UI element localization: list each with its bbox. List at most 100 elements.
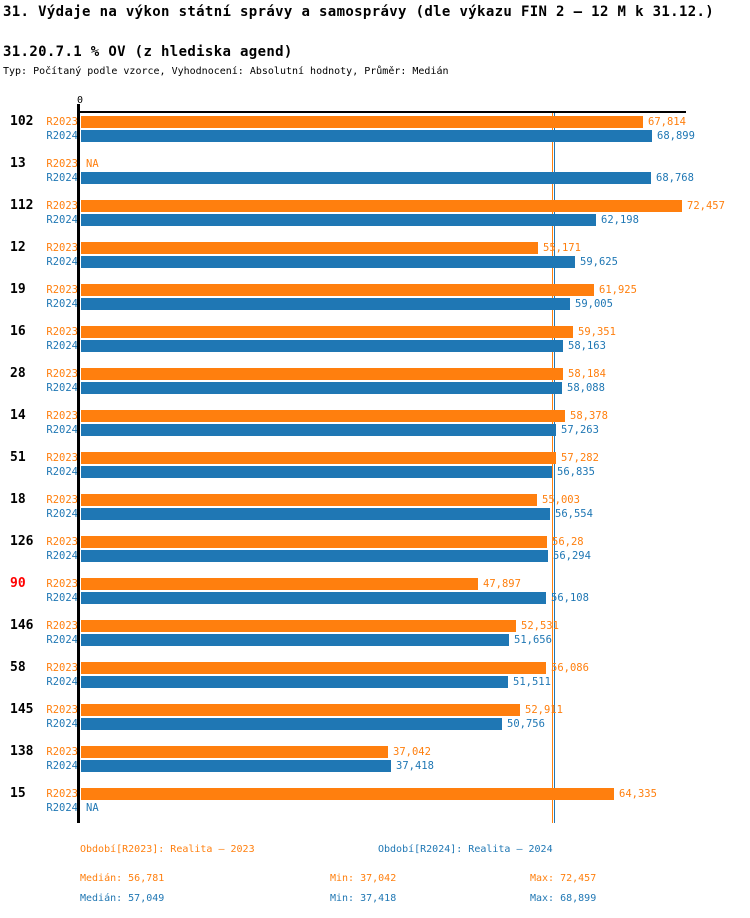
series-label-r2024: R2024 <box>46 298 78 310</box>
series-label-r2023: R2023 <box>46 158 78 170</box>
category-label: 102 <box>10 114 34 129</box>
series-label-r2024: R2024 <box>46 130 78 142</box>
bar-r2024 <box>81 130 652 142</box>
value-label-r2024: 56,108 <box>551 592 589 604</box>
value-label-r2024: 57,263 <box>561 424 599 436</box>
value-label-r2024: 62,198 <box>601 214 639 226</box>
series-label-r2023: R2023 <box>46 452 78 464</box>
series-label-r2023: R2023 <box>46 368 78 380</box>
bar-r2024 <box>81 424 556 436</box>
series-label-r2023: R2023 <box>46 578 78 590</box>
value-label-r2024: 37,418 <box>396 760 434 772</box>
series-label-r2023: R2023 <box>46 746 78 758</box>
series-label-r2024: R2024 <box>46 550 78 562</box>
legend-r2024: Období[R2024]: Realita – 2024 <box>378 844 553 855</box>
series-label-r2023: R2023 <box>46 410 78 422</box>
stat-max-r2023: Max: 72,457 <box>530 873 597 884</box>
value-label-r2023: 56,086 <box>551 662 589 674</box>
bar-r2024 <box>81 676 508 688</box>
bar-r2023 <box>81 410 565 422</box>
bar-r2024 <box>81 634 509 646</box>
bar-r2023 <box>81 704 520 716</box>
value-label-r2024: 51,511 <box>513 676 551 688</box>
series-label-r2023: R2023 <box>46 620 78 632</box>
category-label: 13 <box>10 156 26 171</box>
value-label-r2023: 58,378 <box>570 410 608 422</box>
category-label: 138 <box>10 744 34 759</box>
category-label: 18 <box>10 492 26 507</box>
series-label-r2024: R2024 <box>46 172 78 184</box>
series-label-r2024: R2024 <box>46 676 78 688</box>
value-label-r2023: 64,335 <box>619 788 657 800</box>
series-label-r2023: R2023 <box>46 662 78 674</box>
bar-r2024 <box>81 172 651 184</box>
value-label-r2023: 59,351 <box>578 326 616 338</box>
bar-r2024 <box>81 340 563 352</box>
bar-r2023 <box>81 620 516 632</box>
bar-r2024 <box>81 550 548 562</box>
value-na-r2024: NA <box>86 802 99 814</box>
value-label-r2024: 68,768 <box>656 172 694 184</box>
stat-min-r2023: Min: 37,042 <box>330 873 397 884</box>
report-meta-line: Typ: Počítaný podle vzorce, Vyhodnocení:… <box>3 66 449 77</box>
value-label-r2024: 51,656 <box>514 634 552 646</box>
series-label-r2024: R2024 <box>46 592 78 604</box>
category-label: 15 <box>10 786 26 801</box>
bar-r2024 <box>81 718 502 730</box>
x-axis-line <box>77 111 686 113</box>
report-subtitle: 31.20.7.1 % OV (z hlediska agend) <box>3 44 293 60</box>
bar-r2023 <box>81 326 573 338</box>
y-axis-line <box>77 104 80 823</box>
bar-r2024 <box>81 298 570 310</box>
series-label-r2023: R2023 <box>46 494 78 506</box>
category-label: 126 <box>10 534 34 549</box>
series-label-r2024: R2024 <box>46 760 78 772</box>
bar-r2023 <box>81 746 388 758</box>
series-label-r2024: R2024 <box>46 466 78 478</box>
series-label-r2024: R2024 <box>46 382 78 394</box>
bar-r2023 <box>81 242 538 254</box>
series-label-r2023: R2023 <box>46 704 78 716</box>
series-label-r2024: R2024 <box>46 214 78 226</box>
legend-r2023: Období[R2023]: Realita – 2023 <box>80 844 255 855</box>
series-label-r2024: R2024 <box>46 508 78 520</box>
series-label-r2023: R2023 <box>46 536 78 548</box>
bar-r2024 <box>81 508 550 520</box>
series-label-r2024: R2024 <box>46 256 78 268</box>
bar-r2023 <box>81 368 563 380</box>
bar-r2024 <box>81 760 391 772</box>
value-label-r2024: 58,163 <box>568 340 606 352</box>
value-label-r2023: 55,003 <box>542 494 580 506</box>
series-label-r2024: R2024 <box>46 340 78 352</box>
value-label-r2023: 57,282 <box>561 452 599 464</box>
series-label-r2023: R2023 <box>46 788 78 800</box>
series-label-r2024: R2024 <box>46 634 78 646</box>
series-label-r2024: R2024 <box>46 424 78 436</box>
value-label-r2024: 56,835 <box>557 466 595 478</box>
category-label: 146 <box>10 618 34 633</box>
category-label: 90 <box>10 576 26 591</box>
median-line-r2024 <box>554 113 555 823</box>
category-label: 51 <box>10 450 26 465</box>
value-label-r2024: 59,625 <box>580 256 618 268</box>
value-label-r2023: 72,457 <box>687 200 725 212</box>
x-axis-zero-tick-label: 0 <box>76 95 84 106</box>
value-label-r2023: 55,171 <box>543 242 581 254</box>
bar-r2023 <box>81 788 614 800</box>
value-label-r2023: 52,531 <box>521 620 559 632</box>
series-label-r2023: R2023 <box>46 326 78 338</box>
value-label-r2024: 56,554 <box>555 508 593 520</box>
stat-median-r2024: Medián: 57,049 <box>80 893 165 904</box>
value-na-r2023: NA <box>86 158 99 170</box>
stat-max-r2024: Max: 68,899 <box>530 893 597 904</box>
bar-r2024 <box>81 214 596 226</box>
value-label-r2024: 58,088 <box>567 382 605 394</box>
stat-median-r2023: Medián: 56,781 <box>80 873 165 884</box>
bar-r2023 <box>81 452 556 464</box>
bar-r2024 <box>81 592 546 604</box>
value-label-r2024: 56,294 <box>553 550 591 562</box>
value-label-r2023: 52,911 <box>525 704 563 716</box>
bar-r2023 <box>81 200 682 212</box>
